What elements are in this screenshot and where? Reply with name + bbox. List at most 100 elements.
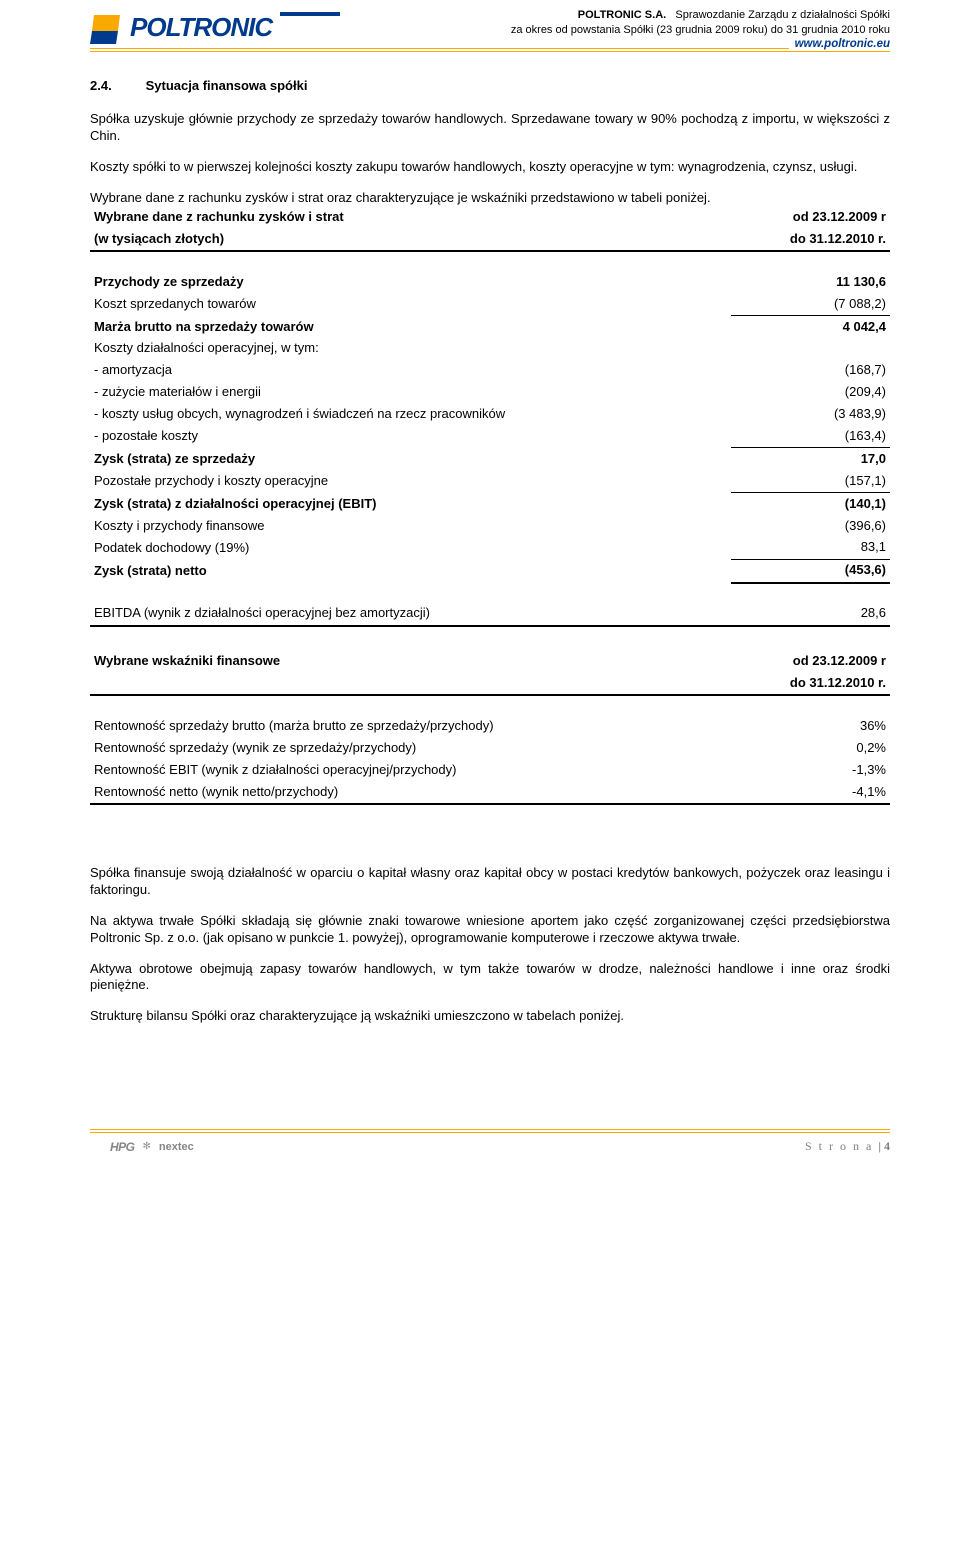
cell-value: 36% <box>727 715 890 737</box>
cell-label: Koszty działalności operacyjnej, w tym: <box>90 338 731 360</box>
th-right-1: od 23.12.2009 r <box>727 651 890 673</box>
footer-page: S t r o n a | 4 <box>805 1139 890 1154</box>
cell-value: 0,2% <box>727 737 890 759</box>
table-row: EBITDA (wynik z działalności operacyjnej… <box>90 603 890 626</box>
cell-label: Podatek dochodowy (19%) <box>90 537 731 559</box>
paragraph-1: Spółka uzyskuje głównie przychody ze spr… <box>90 111 890 145</box>
cell-value: (157,1) <box>731 470 890 492</box>
page-header: POLTRONIC POLTRONIC S.A. Sprawozdanie Za… <box>90 6 890 48</box>
header-text: POLTRONIC S.A. Sprawozdanie Zarządu z dz… <box>511 6 890 38</box>
cell-label: Koszt sprzedanych towarów <box>90 293 731 315</box>
table-row: Koszt sprzedanych towarów(7 088,2) <box>90 293 890 315</box>
table-row: Pozostałe przychody i koszty operacyjne(… <box>90 470 890 492</box>
table-row: - koszty usług obcych, wynagrodzeń i świ… <box>90 404 890 426</box>
table-row: - amortyzacja(168,7) <box>90 360 890 382</box>
cell-label: - koszty usług obcych, wynagrodzeń i świ… <box>90 404 731 426</box>
footer-page-number: | 4 <box>878 1139 890 1153</box>
table-spacer <box>90 583 890 603</box>
th-right-2: do 31.12.2010 r. <box>727 672 890 695</box>
table-row: Przychody ze sprzedaży11 130,6 <box>90 271 890 293</box>
svg-text:POLTRONIC: POLTRONIC <box>130 12 274 42</box>
table-row: Koszty działalności operacyjnej, w tym: <box>90 338 890 360</box>
table-spacer <box>90 695 890 715</box>
table-row: Zysk (strata) z działalności operacyjnej… <box>90 493 890 515</box>
cell-value: (7 088,2) <box>731 293 890 315</box>
header-line2: za okres od powstania Spółki (23 grudnia… <box>511 24 890 36</box>
section-title: 2.4. Sytuacja finansowa spółki <box>90 78 890 111</box>
table-row: Rentowność EBIT (wynik z działalności op… <box>90 759 890 781</box>
table-row: Rentowność sprzedaży brutto (marża brutt… <box>90 715 890 737</box>
cell-label: EBITDA (wynik z działalności operacyjnej… <box>90 603 731 626</box>
page-footer: HPG ✻ nextec S t r o n a | 4 <box>90 1039 890 1154</box>
table-row: Marża brutto na sprzedaży towarów4 042,4 <box>90 316 890 338</box>
table-header-row: Wybrane dane z rachunku zysków i strat o… <box>90 206 890 228</box>
th-right-2: do 31.12.2010 r. <box>731 228 890 251</box>
cell-value: (163,4) <box>731 425 890 447</box>
footer-nextec-icon: ✻ <box>143 1141 151 1152</box>
cell-value: 83,1 <box>731 537 890 559</box>
table-row: Zysk (strata) ze sprzedaży17,0 <box>90 448 890 470</box>
cell-label: Zysk (strata) netto <box>90 559 731 582</box>
table-financial-ratios: Wybrane wskaźniki finansowe od 23.12.200… <box>90 651 890 805</box>
header-url: www.poltronic.eu <box>789 38 890 50</box>
section-heading: Sytuacja finansowa spółki <box>146 78 308 93</box>
cell-value: (396,6) <box>731 515 890 537</box>
table-header-row: Wybrane wskaźniki finansowe od 23.12.200… <box>90 651 890 673</box>
cell-value: (3 483,9) <box>731 404 890 426</box>
cell-value: (453,6) <box>731 559 890 582</box>
table-row: Zysk (strata) netto(453,6) <box>90 559 890 582</box>
paragraph-3: Wybrane dane z rachunku zysków i strat o… <box>90 190 890 207</box>
th-right-1: od 23.12.2009 r <box>731 206 890 228</box>
cell-value: (140,1) <box>731 493 890 515</box>
table-header-row-2: do 31.12.2010 r. <box>90 672 890 695</box>
cell-label: Rentowność EBIT (wynik z działalności op… <box>90 759 727 781</box>
cell-label: - zużycie materiałów i energii <box>90 382 731 404</box>
cell-value: -1,3% <box>727 759 890 781</box>
cell-label: - pozostałe koszty <box>90 425 731 447</box>
th-left-2 <box>90 672 727 695</box>
footer-brands: HPG ✻ nextec <box>90 1140 194 1154</box>
paragraph-5: Na aktywa trwałe Spółki składają się głó… <box>90 913 890 947</box>
paragraph-4: Spółka finansuje swoją działalność w opa… <box>90 865 890 899</box>
cell-label: - amortyzacja <box>90 360 731 382</box>
cell-value: 4 042,4 <box>731 316 890 338</box>
cell-label: Przychody ze sprzedaży <box>90 271 731 293</box>
cell-label: Koszty i przychody finansowe <box>90 515 731 537</box>
logo-poltronic: POLTRONIC <box>90 6 342 46</box>
footer-nextec: nextec <box>159 1141 194 1153</box>
footer-hpg: HPG <box>110 1140 135 1154</box>
cell-value: 11 130,6 <box>731 271 890 293</box>
cell-label: Marża brutto na sprzedaży towarów <box>90 316 731 338</box>
paragraph-6: Aktywa obrotowe obejmują zapasy towarów … <box>90 961 890 995</box>
cell-label: Rentowność sprzedaży (wynik ze sprzedaży… <box>90 737 727 759</box>
table-income-statement: Wybrane dane z rachunku zysków i strat o… <box>90 206 890 626</box>
th-left-1: Wybrane wskaźniki finansowe <box>90 651 727 673</box>
section-number: 2.4. <box>90 78 142 95</box>
paragraph-2: Koszty spółki to w pierwszej kolejności … <box>90 159 890 176</box>
table-row: Rentowność netto (wynik netto/przychody)… <box>90 781 890 804</box>
table-row: Rentowność sprzedaży (wynik ze sprzedaży… <box>90 737 890 759</box>
table-row: - zużycie materiałów i energii(209,4) <box>90 382 890 404</box>
header-line1: Sprawozdanie Zarządu z działalności Spół… <box>675 9 890 21</box>
header-rule: www.poltronic.eu <box>90 48 890 52</box>
cell-label: Rentowność netto (wynik netto/przychody) <box>90 781 727 804</box>
cell-label: Zysk (strata) z działalności operacyjnej… <box>90 493 731 515</box>
cell-value: 17,0 <box>731 448 890 470</box>
cell-label: Rentowność sprzedaży brutto (marża brutt… <box>90 715 727 737</box>
cell-label: Pozostałe przychody i koszty operacyjne <box>90 470 731 492</box>
cell-value: (209,4) <box>731 382 890 404</box>
table-row: Podatek dochodowy (19%)83,1 <box>90 537 890 559</box>
footer-page-label: S t r o n a <box>805 1139 873 1153</box>
paragraph-7: Strukturę bilansu Spółki oraz charaktery… <box>90 1008 890 1025</box>
table-spacer <box>90 251 890 271</box>
header-company: POLTRONIC S.A. <box>578 9 666 21</box>
cell-label: Zysk (strata) ze sprzedaży <box>90 448 731 470</box>
th-left-1: Wybrane dane z rachunku zysków i strat <box>90 206 731 228</box>
cell-value: 28,6 <box>731 603 890 626</box>
table-header-row-2: (w tysiącach złotych) do 31.12.2010 r. <box>90 228 890 251</box>
table-row: - pozostałe koszty(163,4) <box>90 425 890 447</box>
th-left-2: (w tysiącach złotych) <box>90 228 731 251</box>
cell-value <box>731 338 890 360</box>
table-row: Koszty i przychody finansowe(396,6) <box>90 515 890 537</box>
cell-value: (168,7) <box>731 360 890 382</box>
